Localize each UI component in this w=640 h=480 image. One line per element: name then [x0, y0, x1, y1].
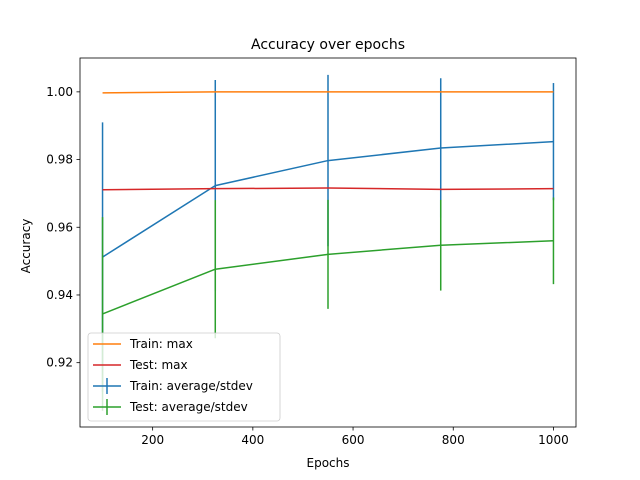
legend-label: Train: max [129, 337, 193, 351]
x-tick-label: 400 [241, 433, 264, 447]
series-line [102, 240, 554, 315]
legend: Train: max Test: max Train: average/stdev T… [87, 332, 281, 422]
x-tick-label: 1000 [538, 433, 569, 447]
x-axis-label: Epochs [307, 456, 350, 470]
y-axis-label: Accuracy [19, 219, 33, 274]
y-tick-label: 0.94 [46, 288, 73, 302]
axes-frame [79, 57, 577, 428]
series-line [102, 140, 554, 258]
y-tick-label: 0.96 [46, 220, 73, 234]
axes: 200 400 600 800 1000 0.92 0.94 0.96 0.98 1.00 [46, 57, 577, 447]
legend-label: Test: max [129, 358, 188, 372]
y-tick-label: 0.98 [46, 153, 73, 167]
chart-title: Accuracy over epochs [251, 37, 405, 53]
series-line [102, 91, 554, 94]
x-tick-label: 600 [342, 433, 365, 447]
legend-box [87, 332, 281, 422]
y-tick-label: 1.00 [46, 85, 73, 99]
x-tick-label: 800 [442, 433, 465, 447]
series-line [102, 187, 554, 191]
y-tick-label: 0.92 [46, 356, 73, 370]
legend-label: Train: average/stdev [129, 379, 253, 393]
legend-label: Test: average/stdev [129, 400, 248, 414]
x-tick-label: 200 [141, 433, 164, 447]
